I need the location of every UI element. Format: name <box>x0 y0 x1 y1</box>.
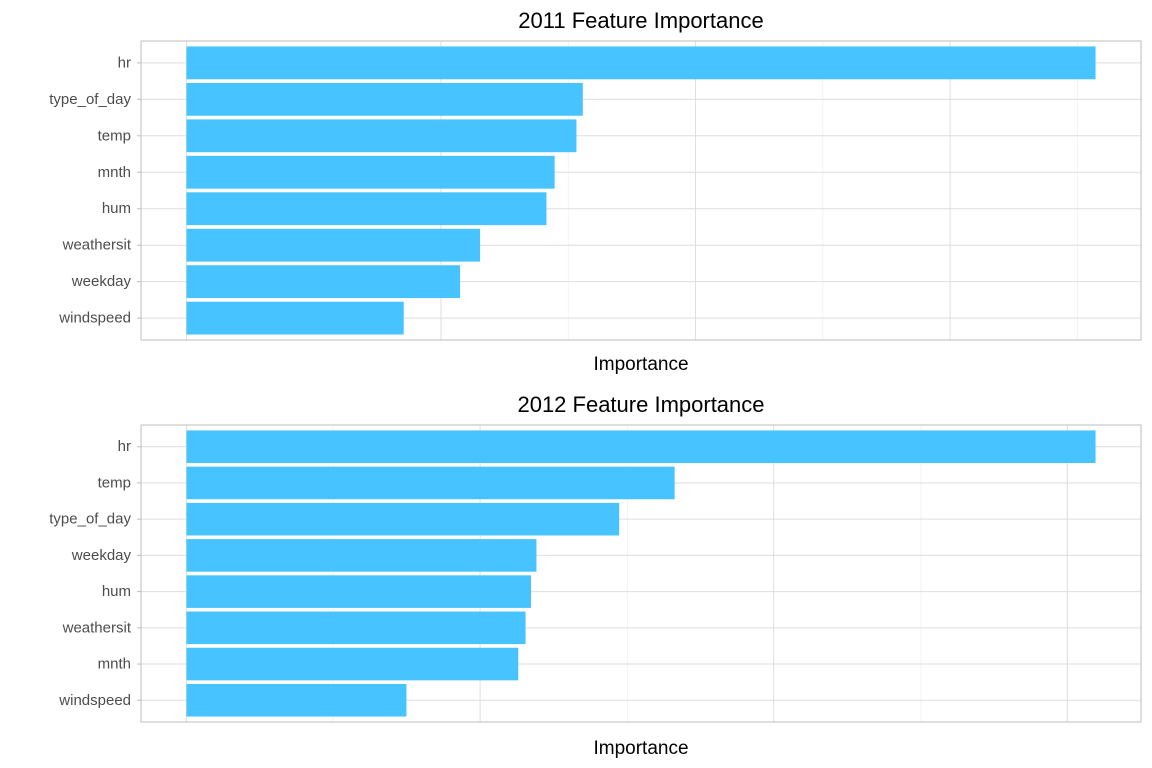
y-tick-label: windspeed <box>58 310 131 327</box>
y-tick-label: weathersit <box>62 237 132 254</box>
y-tick-label: hum <box>102 583 131 600</box>
bar-hr <box>186 46 1096 80</box>
y-tick-label: temp <box>98 127 131 144</box>
chart-title: 2011 Feature Importance <box>518 8 763 33</box>
y-tick-label: hum <box>102 200 131 217</box>
y-tick-label: weekday <box>71 547 132 564</box>
y-tick-label: mnth <box>98 164 131 181</box>
bar-temp <box>186 466 675 500</box>
bar-mnth <box>186 647 519 681</box>
x-axis-title: Importance <box>593 354 688 375</box>
bar-weekday <box>186 539 537 572</box>
y-tick-label: hr <box>118 438 131 455</box>
bar-weathersit <box>186 611 526 645</box>
y-tick-label: windspeed <box>58 692 131 709</box>
y-tick-label: mnth <box>98 656 131 673</box>
bar-windspeed <box>186 301 404 335</box>
bar-hum <box>186 575 532 608</box>
panel-border <box>140 40 1142 341</box>
y-tick-label: weekday <box>71 273 132 290</box>
bar-windspeed <box>186 683 407 717</box>
bar-weathersit <box>186 228 481 262</box>
y-tick-label: type_of_day <box>49 91 131 108</box>
panel-border <box>140 424 1142 723</box>
bar-mnth <box>186 155 555 189</box>
bar-weekday <box>186 265 461 299</box>
bar-type_of_day <box>186 502 620 536</box>
bar-temp <box>186 119 577 153</box>
chart-title: 2012 Feature Importance <box>517 392 764 417</box>
y-tick-label: weathersit <box>62 619 132 636</box>
x-axis-title: Importance <box>593 738 688 759</box>
y-tick-label: hr <box>118 54 131 71</box>
y-tick-label: type_of_day <box>49 511 131 528</box>
y-tick-label: temp <box>98 474 131 491</box>
bar-hum <box>186 192 547 226</box>
bar-hr <box>186 430 1096 464</box>
bar-type_of_day <box>186 82 583 116</box>
